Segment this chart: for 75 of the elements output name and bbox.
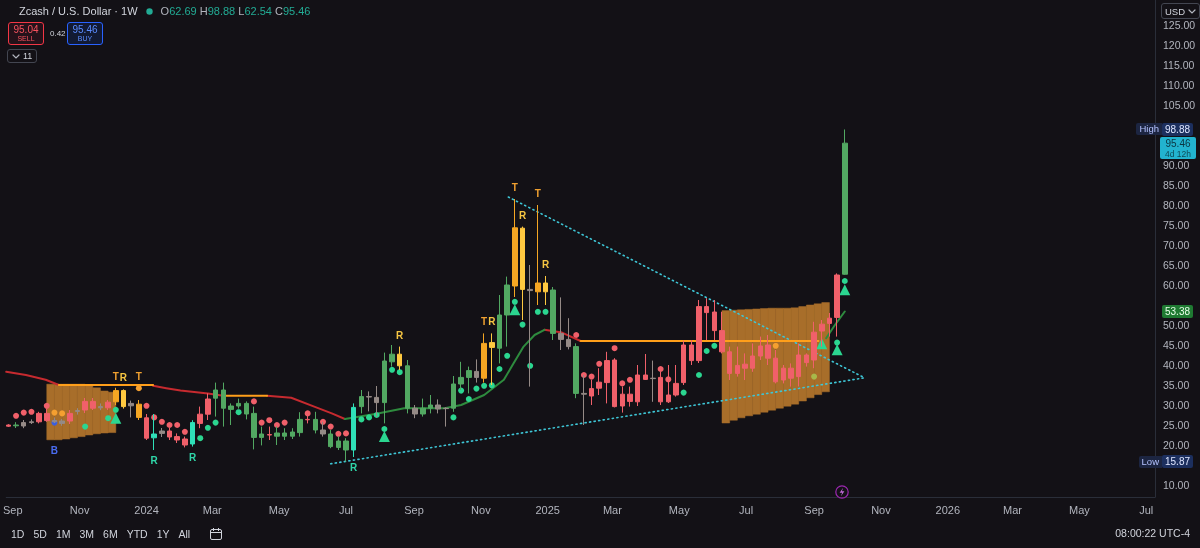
annotation: R [150,455,158,466]
y-tick-label: 35.00 [1163,379,1190,391]
x-tick-label: Nov [471,503,492,516]
y-tick-label: 120.00 [1163,39,1196,51]
text: 3M [79,528,95,540]
y-tick-label: 20.00 [1163,439,1190,451]
text: 98.88 [1162,122,1194,136]
text: USD [1165,5,1186,17]
x-tick-label: Nov [871,503,892,516]
y-tick-label: 85.00 [1163,179,1190,191]
text: 5D [33,528,47,540]
x-tick-label: Nov [69,503,90,516]
y-tick-label: 115.00 [1163,59,1195,71]
annotation: R [188,451,197,463]
text: 1Y [156,528,170,540]
x-tick-label: May [268,503,291,516]
y-tick-label: 45.00 [1163,339,1190,351]
y-tick-label: 60.00 [1163,279,1190,291]
annotation: R [119,372,128,384]
annotation: 95.04 [13,24,39,35]
y-tick-label: 70.00 [1163,239,1190,251]
annotation: T [112,370,119,382]
x-tick-label: 2024 [134,503,159,516]
text: 53.38 [1162,304,1194,318]
annotation: Low [1138,455,1162,468]
y-tick-label: 90.00 [1163,159,1190,171]
y-tick-label: 110.00 [1163,79,1195,91]
text: 08:00:22 UTC-4 [1115,527,1190,539]
x-tick-label: Sep [3,503,23,516]
annotation: T [135,371,142,383]
chart-subtitle: O62.69 H98.88 L62.54 C95.46 [160,5,311,17]
x-tick-label: May [668,503,691,516]
y-tick-label: 10.00 [1163,479,1190,491]
annotation: T [511,182,518,193]
annotation: 11 [23,51,33,61]
x-tick-label: May [1068,503,1091,516]
x-tick-label: Mar [1003,503,1023,516]
x-tick-label: Jul [739,503,754,516]
x-tick-label: Sep [404,503,424,516]
text: 1M [55,528,71,540]
y-tick-label: 80.00 [1163,199,1190,211]
annotation: R [350,462,358,473]
annotation: T [534,188,541,199]
x-tick-label: Jul [338,503,354,516]
annotation: T [481,316,488,328]
x-tick-label: Mar [202,503,223,516]
x-tick-label: Sep [804,503,824,516]
annotation: High [1136,123,1162,136]
y-tick-label: 40.00 [1163,359,1190,371]
text: 6M [103,528,118,540]
y-tick-label: 30.00 [1163,399,1190,411]
annotation: 95.46 [72,24,98,35]
y-tick-label: 105.00 [1163,99,1196,111]
text: All [178,528,191,540]
x-tick-label: Mar [602,503,623,516]
y-tick-label: 125.00 [1163,19,1196,31]
annotation: R [541,259,550,270]
annotation: R [488,316,496,328]
text: 95.46 [1165,137,1191,149]
annotation: 0.42 [50,29,66,38]
text: 1D [11,528,25,540]
annotation: R [396,329,404,341]
y-tick-label: 25.00 [1163,419,1190,431]
y-tick-label: 50.00 [1163,319,1190,331]
x-tick-label: Jul [1139,503,1154,516]
y-tick-label: 65.00 [1163,259,1190,271]
text: 15.87 [1162,455,1194,469]
text: 4d 12h [1165,148,1191,159]
chart-title: Zcash / U.S. Dollar · 1W [19,5,138,17]
y-tick-label: 75.00 [1163,219,1190,231]
x-tick-label: 2026 [935,503,961,516]
annotation: R [518,209,527,221]
text: YTD [126,528,148,540]
annotation: B [50,444,59,456]
x-tick-label: 2025 [535,503,560,516]
